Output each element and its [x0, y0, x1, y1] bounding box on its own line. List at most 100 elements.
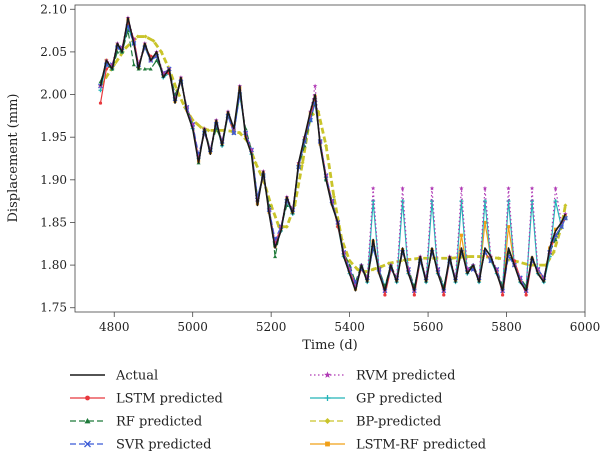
- data-point: [563, 211, 568, 216]
- x-axis: 4800 5000 5200 5400 5600 5800 6000: [99, 312, 600, 334]
- data-point: [535, 266, 541, 272]
- series-actual: [99, 16, 567, 292]
- data-point: [501, 293, 505, 297]
- data-point: [563, 203, 568, 208]
- data-point: [435, 266, 441, 272]
- data-point: [553, 199, 558, 204]
- y-tick-label: 2.00: [40, 88, 67, 102]
- data-point: [459, 185, 464, 191]
- x-tick-label: 6000: [570, 320, 600, 334]
- data-point: [151, 38, 156, 43]
- data-point: [553, 237, 558, 242]
- data-point: [494, 266, 500, 272]
- data-point: [442, 293, 446, 297]
- y-tick-label: 2.10: [40, 2, 67, 16]
- legend-marker: [324, 395, 331, 401]
- data-point: [429, 185, 435, 191]
- data-point: [324, 143, 329, 148]
- data-point: [190, 121, 195, 127]
- data-point: [347, 266, 352, 272]
- data-point: [160, 70, 166, 76]
- data-point: [412, 293, 416, 297]
- y-tick-label: 1.80: [40, 258, 67, 272]
- data-point: [135, 34, 140, 39]
- legend-item: GP predicted: [310, 392, 443, 407]
- y-axis-label: Displacement (mm): [6, 93, 21, 222]
- y-tick-label: 1.90: [40, 173, 67, 187]
- series-line: [99, 16, 567, 292]
- y-tick-label: 1.95: [40, 130, 67, 144]
- data-point: [109, 62, 115, 67]
- data-point: [154, 58, 159, 63]
- data-point: [529, 185, 535, 191]
- legend-marker: [324, 418, 331, 424]
- data-point: [400, 185, 405, 191]
- data-point: [483, 220, 487, 225]
- data-point: [206, 128, 211, 133]
- data-point: [159, 49, 164, 54]
- data-point: [329, 198, 335, 204]
- data-point: [496, 256, 501, 261]
- legend-label: RVM predicted: [356, 369, 455, 384]
- data-point: [482, 185, 488, 191]
- y-axis: 1.75 1.80 1.85 1.90 1.95 2.00 2.05 2.10: [40, 2, 75, 315]
- data-point: [273, 254, 278, 259]
- legend-label: LSTM-RF predicted: [356, 438, 486, 453]
- data-point: [131, 62, 136, 67]
- legend-label: RF predicted: [116, 415, 202, 430]
- legend-item: LSTM-RF predicted: [310, 438, 486, 453]
- data-point: [353, 284, 358, 289]
- data-point: [370, 185, 376, 191]
- x-tick-label: 5400: [334, 320, 365, 334]
- data-point: [124, 45, 128, 50]
- data-point: [98, 101, 103, 105]
- data-point: [231, 130, 237, 136]
- data-point: [253, 160, 258, 165]
- data-point: [406, 266, 411, 272]
- series-layer: [98, 15, 568, 297]
- data-point: [131, 36, 137, 42]
- y-tick-label: 1.85: [40, 215, 67, 229]
- data-point: [98, 88, 103, 93]
- x-axis-label: Time (d): [302, 338, 357, 353]
- legend-item: SVR predicted: [70, 438, 211, 453]
- data-point: [136, 62, 141, 67]
- data-point: [312, 83, 318, 88]
- legend-label: Actual: [115, 369, 158, 384]
- legend: Actual LSTM predicted RF predicted SVR pred…: [70, 369, 486, 453]
- data-point: [459, 233, 464, 237]
- x-tick-label: 5800: [491, 320, 522, 334]
- legend-item: RVM predicted: [310, 369, 455, 384]
- y-tick-label: 2.05: [40, 45, 67, 59]
- legend-marker: [84, 418, 91, 424]
- data-point: [148, 66, 153, 71]
- data-point: [553, 185, 558, 191]
- x-tick-label: 5600: [413, 320, 444, 334]
- legend-item: RF predicted: [70, 415, 202, 430]
- data-point: [249, 147, 254, 152]
- data-point: [524, 293, 528, 297]
- data-point: [284, 224, 289, 229]
- legend-marker: [324, 371, 331, 378]
- data-point: [506, 225, 511, 229]
- y-tick-label: 1.75: [40, 301, 67, 315]
- data-point: [551, 250, 556, 255]
- data-point: [465, 266, 470, 272]
- data-point: [143, 34, 148, 39]
- data-point: [553, 227, 558, 231]
- legend-item: Actual: [70, 369, 158, 384]
- x-tick-label: 4800: [99, 320, 130, 334]
- legend-marker: [85, 395, 90, 401]
- data-point: [300, 160, 305, 165]
- data-point: [383, 293, 387, 297]
- legend-item: BP-predicted: [310, 415, 441, 430]
- data-point: [371, 267, 376, 272]
- legend-marker: [325, 441, 330, 447]
- plot-area: [74, 4, 586, 313]
- data-point: [517, 275, 523, 280]
- legend-label: GP predicted: [356, 392, 443, 407]
- legend-label: LSTM predicted: [116, 392, 223, 407]
- x-tick-label: 5000: [177, 320, 208, 334]
- legend-label: SVR predicted: [116, 438, 211, 453]
